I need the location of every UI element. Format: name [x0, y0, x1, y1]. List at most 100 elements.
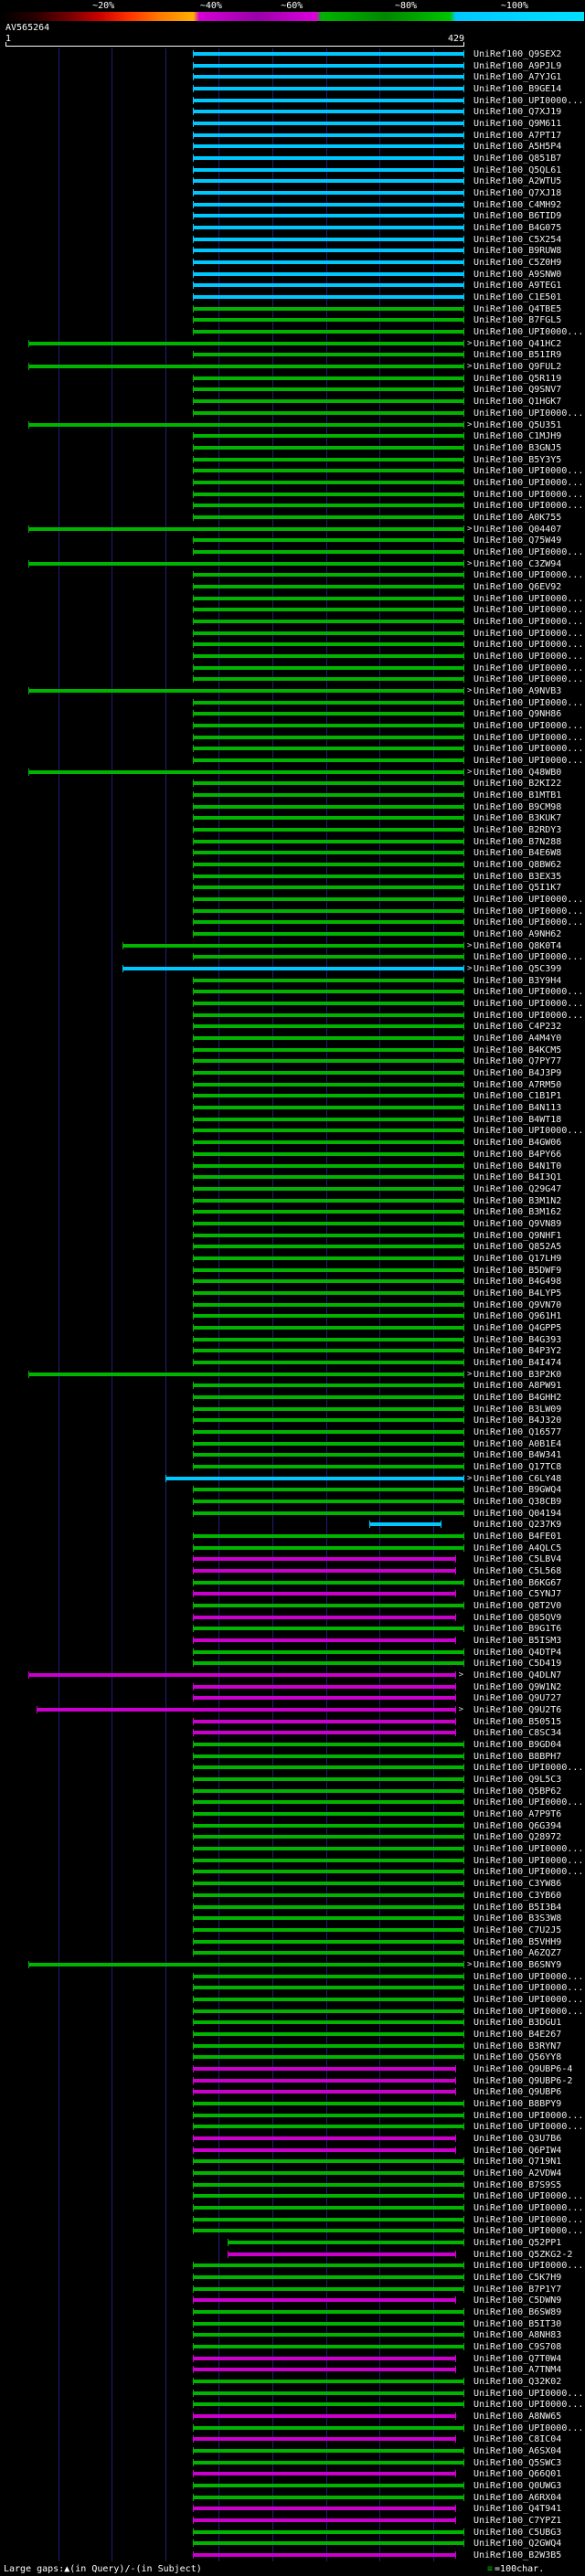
hit-label[interactable]: UniRef100_B6KG67	[473, 1577, 562, 1588]
hit-label[interactable]: UniRef100_UPI0000...	[473, 720, 584, 731]
hit-label[interactable]: UniRef100_B3S3W8	[473, 1913, 562, 1924]
alignment-bar[interactable]	[193, 1729, 457, 1737]
hit-label[interactable]: UniRef100_Q8T2V0	[473, 1601, 562, 1612]
alignment-bar[interactable]	[193, 733, 464, 741]
hit-label[interactable]: UniRef100_Q41HC2	[473, 338, 562, 349]
hit-label[interactable]: UniRef100_C5DWN9	[473, 2295, 562, 2306]
hit-label[interactable]: UniRef100_UPI0000...	[473, 755, 584, 766]
alignment-bar[interactable]	[193, 1288, 464, 1297]
hit-label[interactable]: UniRef100_UPI0000...	[473, 408, 584, 419]
alignment-bar[interactable]	[193, 1509, 464, 1517]
alignment-bar[interactable]	[193, 2192, 464, 2200]
hit-label[interactable]: UniRef100_B3DGU1	[473, 2018, 562, 2029]
hit-label[interactable]: UniRef100_UPI0000...	[473, 744, 584, 755]
alignment-bar[interactable]	[193, 1115, 464, 1123]
hit-label[interactable]: UniRef100_UPI0000...	[473, 917, 584, 928]
hit-label[interactable]: UniRef100_A8NH83	[473, 2330, 562, 2341]
alignment-bar[interactable]	[193, 1833, 464, 1841]
alignment-bar[interactable]	[193, 1845, 464, 1853]
alignment-bar[interactable]	[193, 617, 464, 625]
alignment-bar[interactable]	[193, 953, 464, 961]
hit-label[interactable]: UniRef100_UPI0000...	[473, 605, 584, 616]
hit-label[interactable]: UniRef100_UPI0000...	[473, 2422, 584, 2433]
alignment-bar[interactable]	[193, 1092, 464, 1100]
alignment-bar[interactable]	[193, 745, 464, 753]
alignment-bar[interactable]	[368, 1521, 442, 1529]
hit-label[interactable]: UniRef100_B51IR9	[473, 350, 562, 361]
alignment-bar[interactable]	[193, 1231, 464, 1239]
alignment-bar[interactable]	[193, 802, 464, 811]
hit-label[interactable]: UniRef100_Q719N1	[473, 2157, 562, 2168]
hit-label[interactable]: UniRef100_Q7PY77	[473, 1056, 562, 1067]
alignment-bar[interactable]	[193, 2064, 457, 2072]
hit-label[interactable]: UniRef100_C9S708	[473, 2342, 562, 2353]
alignment-bar[interactable]	[193, 1625, 464, 1633]
alignment-bar[interactable]	[193, 1451, 464, 1459]
alignment-bar[interactable]	[27, 768, 465, 776]
alignment-bar[interactable]	[193, 374, 464, 382]
hit-label[interactable]: UniRef100_Q5BP62	[473, 1786, 562, 1797]
hit-label[interactable]: UniRef100_B5VHH9	[473, 1936, 562, 1947]
alignment-bar[interactable]	[193, 2343, 464, 2351]
alignment-bar[interactable]	[193, 200, 464, 208]
hit-label[interactable]: UniRef100_B5ISM3	[473, 1636, 562, 1647]
alignment-bar[interactable]	[193, 2274, 464, 2281]
alignment-bar[interactable]	[122, 965, 465, 973]
alignment-bar[interactable]	[27, 1960, 465, 1968]
hit-label[interactable]: UniRef100_Q5ZKG2-2	[473, 2249, 573, 2260]
hit-label[interactable]: UniRef100_Q9SNV7	[473, 385, 562, 396]
hit-label[interactable]: UniRef100_UPI0000...	[473, 489, 584, 500]
hit-label[interactable]: UniRef100_B8BPY9	[473, 2098, 562, 2109]
alignment-bar[interactable]	[193, 536, 464, 545]
alignment-bar[interactable]	[193, 143, 464, 151]
hit-label[interactable]: UniRef100_B4J3P9	[473, 1068, 562, 1079]
alignment-bar[interactable]	[193, 721, 464, 729]
hit-label[interactable]: UniRef100_B4N1T0	[473, 1161, 562, 1171]
alignment-bar[interactable]	[193, 2366, 457, 2374]
alignment-bar[interactable]	[193, 108, 464, 116]
hit-label[interactable]: UniRef100_B3GNJ5	[473, 442, 562, 453]
alignment-bar[interactable]	[193, 814, 464, 822]
alignment-bar[interactable]	[227, 2250, 456, 2258]
alignment-bar[interactable]	[193, 826, 464, 834]
alignment-bar[interactable]	[193, 1764, 464, 1772]
alignment-bar[interactable]	[27, 339, 465, 347]
alignment-bar[interactable]	[193, 779, 464, 788]
hit-label[interactable]: UniRef100_UPI0000...	[473, 501, 584, 512]
hit-label[interactable]: UniRef100_C3YB60	[473, 1890, 562, 1901]
alignment-bar[interactable]	[193, 1382, 464, 1390]
alignment-bar[interactable]	[193, 1717, 457, 1725]
alignment-bar[interactable]	[193, 1184, 464, 1193]
alignment-bar[interactable]	[193, 61, 464, 69]
hit-label[interactable]: UniRef100_UPI0000...	[473, 2400, 584, 2411]
hit-label[interactable]: UniRef100_B5Y3Y5	[473, 454, 562, 465]
alignment-bar[interactable]	[193, 861, 464, 869]
alignment-bar[interactable]	[193, 386, 464, 394]
hit-label[interactable]: UniRef100_Q4DTP4	[473, 1647, 562, 1658]
alignment-bar[interactable]	[193, 1323, 464, 1331]
alignment-bar[interactable]	[193, 1393, 464, 1401]
hit-label[interactable]: UniRef100_UPI0000...	[473, 2202, 584, 2213]
alignment-bar[interactable]	[193, 502, 464, 510]
alignment-bar[interactable]	[193, 641, 464, 649]
alignment-bar[interactable]	[27, 559, 465, 567]
hit-label[interactable]: UniRef100_C5X254	[473, 234, 562, 245]
alignment-bar[interactable]	[193, 2435, 457, 2443]
alignment-bar[interactable]	[193, 467, 464, 475]
alignment-bar[interactable]	[193, 1080, 464, 1088]
hit-label[interactable]: UniRef100_C6LY48	[473, 1473, 562, 1484]
hit-label[interactable]: UniRef100_Q4DLN7	[473, 1670, 562, 1681]
alignment-bar[interactable]	[193, 1161, 464, 1170]
hit-label[interactable]: UniRef100_Q5C399	[473, 964, 562, 975]
alignment-bar[interactable]	[193, 1659, 464, 1668]
alignment-bar[interactable]	[193, 131, 464, 139]
alignment-bar[interactable]	[193, 1208, 464, 1216]
alignment-bar[interactable]	[193, 1045, 464, 1054]
hit-label[interactable]: UniRef100_A2VDW4	[473, 2168, 562, 2178]
hit-label[interactable]: UniRef100_B9GWQ4	[473, 1485, 562, 1496]
hit-label[interactable]: UniRef100_C5LBV4	[473, 1554, 562, 1565]
alignment-bar[interactable]	[193, 2378, 464, 2386]
hit-label[interactable]: UniRef100_B2RDY3	[473, 825, 562, 836]
alignment-bar[interactable]	[193, 270, 464, 278]
hit-label[interactable]: UniRef100_UPI0000...	[473, 2191, 584, 2202]
